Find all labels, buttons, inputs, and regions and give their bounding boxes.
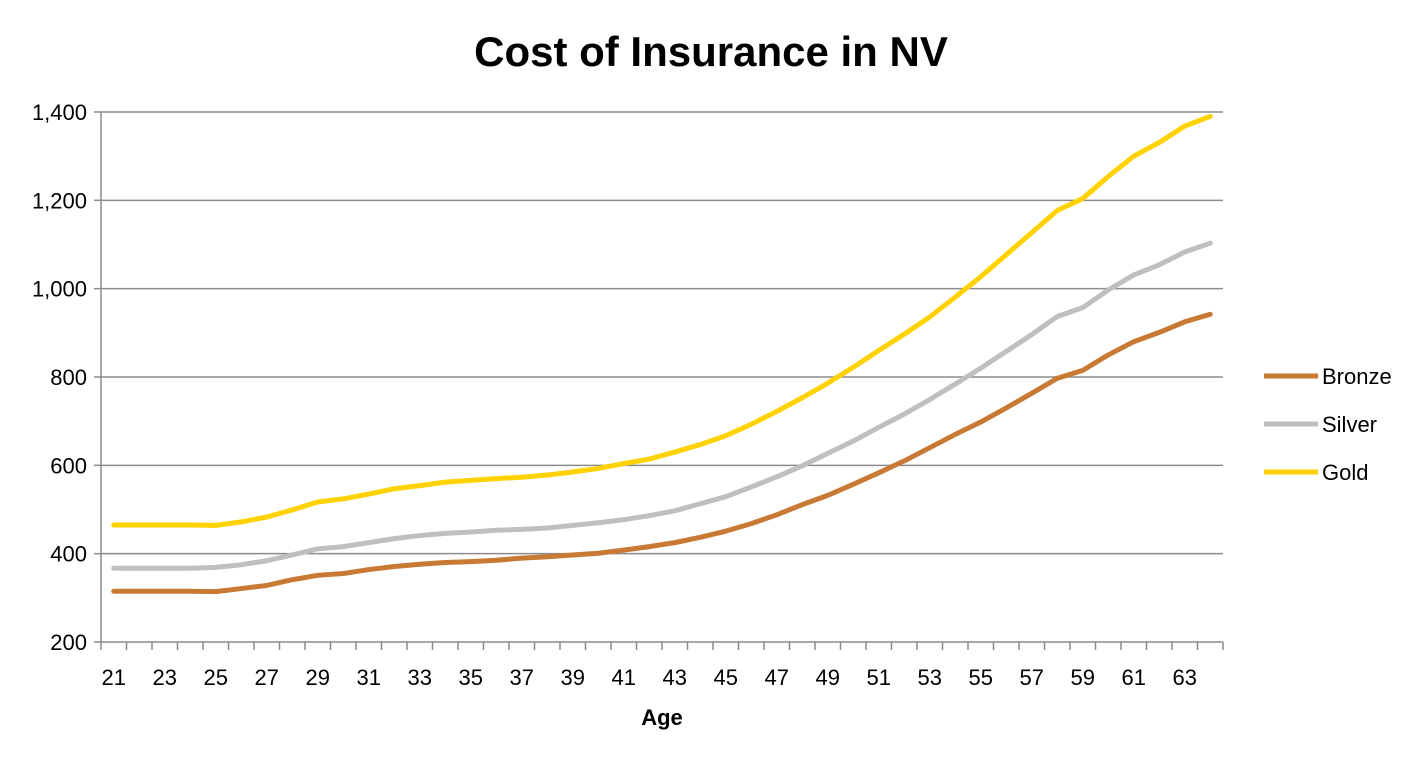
x-tick-label: 41: [612, 665, 636, 690]
legend: Bronze Silver Gold: [1264, 364, 1392, 485]
x-tick-label: 45: [714, 665, 738, 690]
x-tick-label: 53: [918, 665, 942, 690]
x-tick-label: 25: [204, 665, 228, 690]
x-tick-label: 47: [765, 665, 789, 690]
legend-label-gold: Gold: [1322, 460, 1368, 485]
y-tick-label: 800: [50, 365, 87, 390]
x-tick-label: 61: [1122, 665, 1146, 690]
x-tick-label: 35: [459, 665, 483, 690]
x-tick-label: 55: [969, 665, 993, 690]
legend-label-silver: Silver: [1322, 412, 1377, 437]
x-tick-label: 23: [153, 665, 177, 690]
series-line-bronze: [111, 311, 1213, 595]
x-tick-label: 39: [561, 665, 585, 690]
series-line-silver: [111, 240, 1213, 571]
x-tick-label: 37: [510, 665, 534, 690]
series-line-gold: [111, 113, 1213, 528]
x-tick-label: 49: [816, 665, 840, 690]
y-tick-label: 1,400: [32, 100, 87, 125]
x-axis: 21 23 25 27 29 31 33 35 37 39 41 43 45 47 49 51 53 55 57 59…: [100, 642, 1224, 690]
x-tick-label: 33: [408, 665, 432, 690]
y-axis: 200 400 600 800 1,000 1,200 1,400: [32, 100, 102, 655]
x-tick-label: 21: [102, 665, 126, 690]
x-tick-label: 29: [306, 665, 330, 690]
series-lines: [111, 113, 1213, 595]
y-tick-label: 600: [50, 453, 87, 478]
x-tick-label: 43: [663, 665, 687, 690]
y-tick-label: 200: [50, 630, 87, 655]
y-tick-label: 1,200: [32, 188, 87, 213]
x-tick-label: 63: [1173, 665, 1197, 690]
x-tick-label: 57: [1020, 665, 1044, 690]
x-tick-label: 27: [255, 665, 279, 690]
x-tick-label: 51: [867, 665, 891, 690]
y-tick-label: 400: [50, 542, 87, 567]
y-tick-label: 1,000: [32, 277, 87, 302]
legend-label-bronze: Bronze: [1322, 364, 1392, 389]
chart-title: Cost of Insurance in NV: [474, 28, 948, 75]
x-tick-label: 59: [1071, 665, 1095, 690]
x-axis-label: Age: [641, 705, 683, 730]
x-tick-label: 31: [357, 665, 381, 690]
